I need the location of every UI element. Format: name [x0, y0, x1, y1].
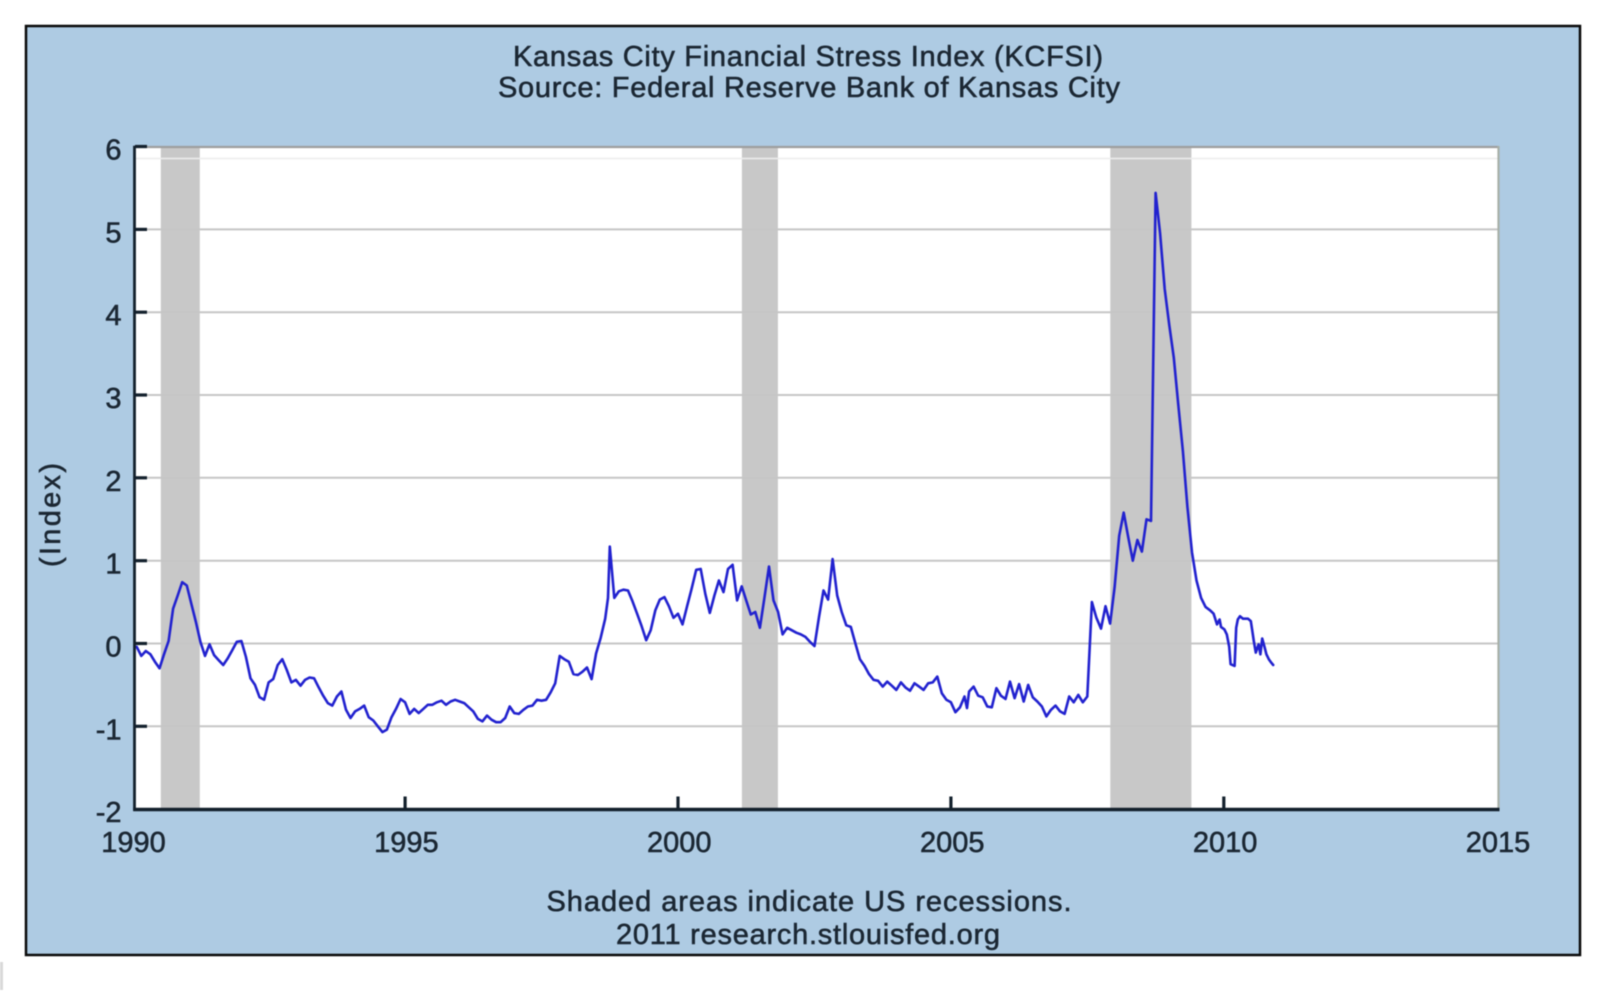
- svg-text:-1: -1: [96, 714, 122, 746]
- svg-text:0: 0: [105, 632, 121, 664]
- svg-text:-2: -2: [96, 797, 122, 829]
- svg-text:5: 5: [105, 217, 121, 249]
- svg-text:Shaded areas indicate US reces: Shaded areas indicate US recessions.: [547, 886, 1072, 918]
- svg-text:4: 4: [105, 300, 121, 332]
- svg-text:Kansas City Financial Stress I: Kansas City Financial Stress Index (KCFS…: [513, 41, 1103, 73]
- svg-text:(Index): (Index): [35, 463, 67, 567]
- svg-text:2010: 2010: [1193, 827, 1258, 859]
- svg-text:2000: 2000: [647, 827, 712, 859]
- svg-text:2005: 2005: [920, 827, 985, 859]
- svg-text:1990: 1990: [101, 827, 166, 859]
- svg-text:2011 research.stlouisfed.org: 2011 research.stlouisfed.org: [616, 919, 1000, 951]
- svg-text:1995: 1995: [374, 827, 439, 859]
- svg-text:3: 3: [105, 383, 121, 415]
- svg-text:2015: 2015: [1466, 827, 1531, 859]
- svg-text:6: 6: [105, 135, 121, 167]
- svg-text:Source: Federal Reserve Bank o: Source: Federal Reserve Bank of Kansas C…: [498, 72, 1121, 104]
- svg-text:2: 2: [105, 466, 121, 498]
- svg-text:1: 1: [105, 549, 121, 581]
